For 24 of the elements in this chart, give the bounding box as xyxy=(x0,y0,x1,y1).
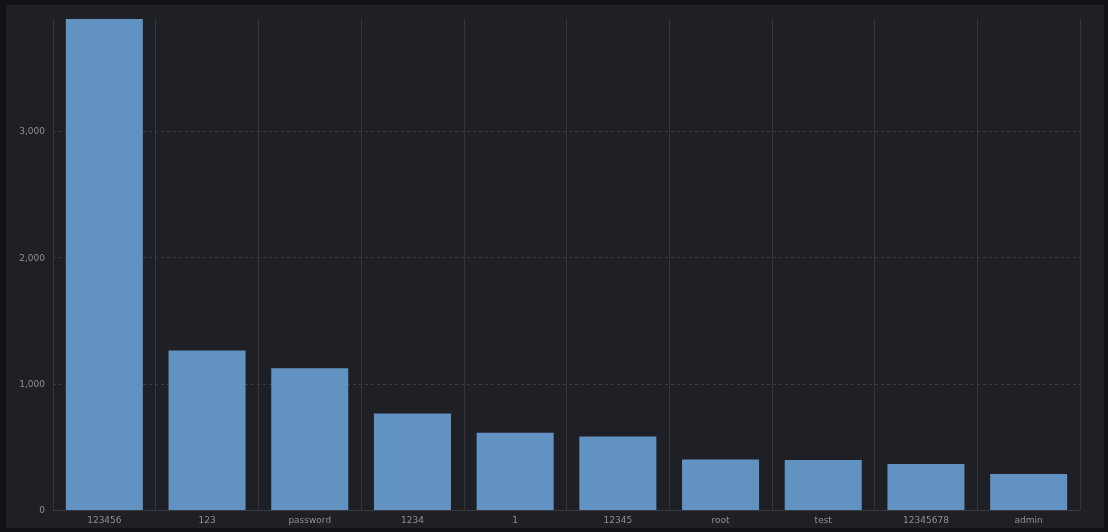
bar xyxy=(476,432,554,510)
x-tick-label: 1 xyxy=(512,514,519,525)
x-tick-label: root xyxy=(711,514,731,525)
bar xyxy=(271,368,349,510)
bar xyxy=(65,19,143,510)
bar xyxy=(168,350,246,510)
y-tick-label: 0 xyxy=(39,505,46,515)
x-tick-label: admin xyxy=(1014,514,1043,525)
x-tick-label: password xyxy=(288,514,332,525)
x-tick-label: 12345 xyxy=(603,514,633,525)
y-tick-label: 1,000 xyxy=(19,378,46,389)
x-tick-label: 12345678 xyxy=(903,514,950,525)
x-tick-label: 123456 xyxy=(87,514,122,525)
bar xyxy=(579,436,657,510)
bar xyxy=(990,473,1068,510)
bar xyxy=(887,463,965,510)
bar xyxy=(373,413,451,510)
x-tick-label: 123 xyxy=(198,514,216,525)
x-tick-label: 1234 xyxy=(401,514,425,525)
y-tick-label: 2,000 xyxy=(19,252,46,263)
bar xyxy=(784,459,862,510)
x-tick-label: test xyxy=(814,514,833,525)
bar xyxy=(682,459,760,510)
y-tick-label: 3,000 xyxy=(19,126,46,137)
